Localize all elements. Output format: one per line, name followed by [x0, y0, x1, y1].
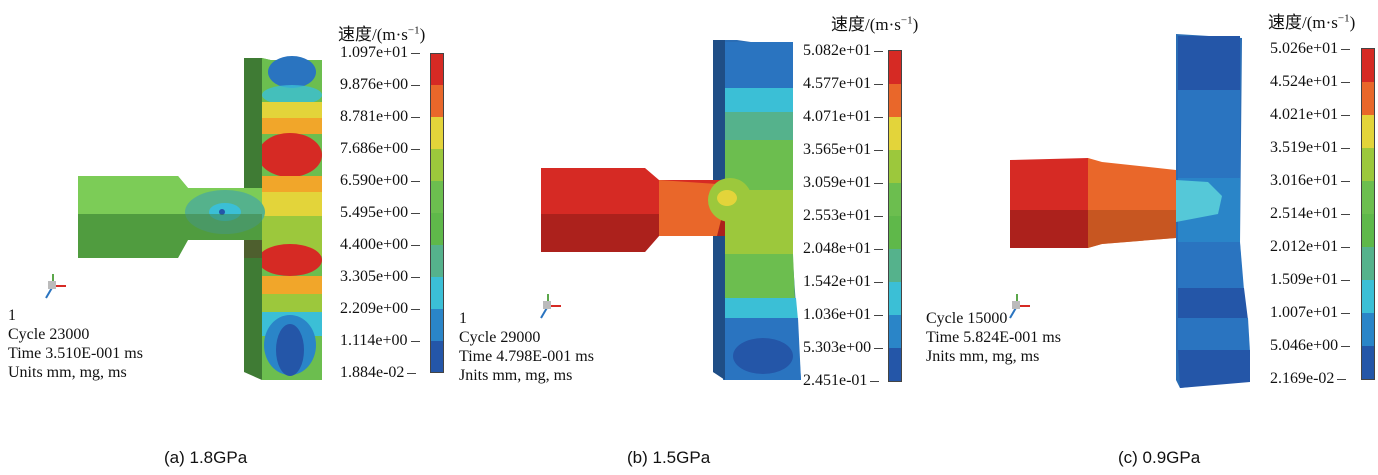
legend-tick: 2.209e+00: [340, 300, 421, 317]
legend-tick: 8.781e+00: [340, 108, 421, 125]
legend-tick: 3.059e+01: [803, 174, 884, 191]
legend-tick: 4.577e+01: [803, 75, 884, 92]
simulation-model-b: [541, 40, 801, 380]
legend-tick: 4.071e+01: [803, 108, 884, 125]
legend-tick: 3.305e+00: [340, 268, 421, 285]
legend-title: 速度/(m·s−1): [831, 14, 919, 34]
legend-tick: 2.553e+01: [803, 207, 884, 224]
legend-tick: 1.007e+01: [1270, 304, 1351, 321]
legend-tick: 2.169e-02: [1270, 370, 1347, 387]
legend-tick: 3.565e+01: [803, 141, 884, 158]
legend-tick: 5.495e+00: [340, 204, 421, 221]
panel-caption: (a) 1.8GPa: [164, 448, 248, 467]
simulation-info: 1 Cycle 29000 Time 4.798E-001 ms Jnits m…: [459, 310, 594, 384]
legend-title: 速度/(m·s−1): [1268, 12, 1356, 32]
axis-triad-icon: [45, 274, 66, 299]
axis-triad-icon: [1009, 294, 1030, 319]
legend-tick: 4.400e+00: [340, 236, 421, 253]
legend-tick: 3.519e+01: [1270, 139, 1351, 156]
legend-tick: 1.114e+00: [340, 332, 419, 349]
legend-title: 速度/(m·s−1): [338, 24, 426, 44]
legend-tick: 5.046e+00: [1270, 337, 1351, 354]
legend-tick: 1.509e+01: [1270, 271, 1351, 288]
simulation-info: 1 Cycle 23000 Time 3.510E-001 ms Units m…: [8, 307, 143, 381]
legend-tick: 7.686e+00: [340, 140, 421, 157]
legend-tick: 5.026e+01: [1270, 40, 1351, 57]
legend-tick: 1.884e-02: [340, 364, 417, 381]
legend-tick: 1.097e+01: [340, 44, 421, 61]
legend-tick: 9.876e+00: [340, 76, 421, 93]
legend-tick: 3.016e+01: [1270, 172, 1351, 189]
colorbar: [430, 53, 444, 373]
legend-tick: 4.524e+01: [1270, 73, 1351, 90]
legend-tick: 2.048e+01: [803, 240, 884, 257]
legend-tick: 1.542e+01: [803, 273, 884, 290]
panel-c: 速度/(m·s−1) 5.026e+01 4.524e+01 4.021e+01…: [918, 0, 1377, 475]
legend-tick: 6.590e+00: [340, 172, 421, 189]
legend-tick: 5.082e+01: [803, 42, 884, 59]
legend-tick: 2.451e-01: [803, 372, 880, 389]
simulation-info: Cycle 15000 Time 5.824E-001 ms Jnits mm,…: [926, 310, 1061, 365]
legend-tick: 2.514e+01: [1270, 205, 1351, 222]
legend-tick: 5.303e+00: [803, 339, 884, 356]
panel-b: 速度/(m·s−1) 5.082e+01 4.577e+01 4.071e+01…: [455, 0, 918, 475]
panel-caption: (c) 0.9GPa: [1118, 448, 1201, 467]
legend-tick: 1.036e+01: [803, 306, 884, 323]
simulation-model-a: [78, 56, 322, 380]
colorbar: [1361, 48, 1375, 380]
panel-caption: (b) 1.5GPa: [627, 448, 711, 467]
panel-a: 速度/(m·s−1) 1.097e+01 9.876e+00 8.781e+00…: [0, 0, 459, 475]
axis-triad-icon: [540, 294, 561, 319]
simulation-model-c: [1010, 34, 1250, 388]
colorbar: [888, 50, 902, 382]
legend-tick: 2.012e+01: [1270, 238, 1351, 255]
legend-tick: 4.021e+01: [1270, 106, 1351, 123]
